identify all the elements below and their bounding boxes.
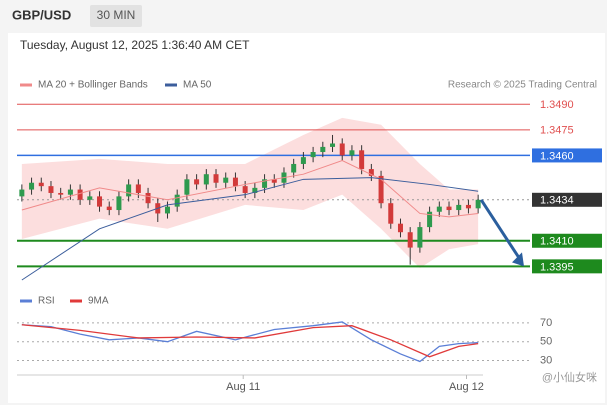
- candle-body: [232, 177, 238, 187]
- level-label: 1.3434: [540, 195, 574, 207]
- attribution: Research © 2025 Trading Central: [448, 80, 597, 91]
- forecast-arrowhead: [512, 252, 524, 267]
- level-label: 1.3410: [540, 236, 574, 248]
- candle-body: [427, 211, 433, 228]
- candle-body: [359, 150, 365, 170]
- legend-label: MA 50: [183, 80, 212, 91]
- candle-body: [465, 204, 471, 209]
- candle-body: [310, 152, 316, 158]
- candle-body: [378, 175, 384, 204]
- y-tick-label: 70: [540, 317, 552, 329]
- candle-body: [87, 196, 93, 200]
- moving-average: [21, 177, 479, 281]
- candle-body: [126, 184, 132, 197]
- candle-body: [456, 204, 462, 211]
- forecast-arrow: [479, 198, 522, 261]
- candle-body: [116, 196, 122, 211]
- watermark: @小仙女咪: [542, 370, 597, 384]
- level-box: [532, 192, 602, 207]
- level-box: [532, 259, 602, 274]
- candle-body: [407, 232, 413, 248]
- level-label: 1.3475: [540, 125, 574, 137]
- candle-body: [97, 196, 103, 207]
- candle-body: [349, 150, 355, 156]
- candle-body: [135, 184, 141, 193]
- x-tick-label: Aug 11: [226, 381, 260, 393]
- interval: 30 MIN: [97, 8, 136, 22]
- candle-body: [184, 179, 190, 195]
- candle-body: [145, 192, 151, 204]
- candle-body: [29, 182, 35, 190]
- candle-body: [300, 157, 306, 164]
- candle-body: [262, 179, 268, 188]
- candle-body: [291, 163, 297, 173]
- legend-label: 9MA: [88, 296, 109, 307]
- level-label: 1.3395: [540, 261, 574, 273]
- candle-body: [203, 174, 209, 185]
- candle-body: [38, 182, 44, 187]
- candle-body: [368, 169, 374, 176]
- line-series: [21, 321, 479, 363]
- y-tick-label: 50: [540, 336, 552, 348]
- level-label: 1.3460: [540, 150, 574, 162]
- candle-body: [48, 186, 54, 193]
- candle-body: [106, 206, 112, 211]
- candle-body: [194, 179, 200, 185]
- legend-label: RSI: [38, 296, 55, 307]
- candle-body: [223, 177, 229, 183]
- candle-body: [388, 203, 394, 224]
- candle-body: [446, 206, 452, 211]
- candle-body: [67, 189, 73, 195]
- candle-body: [77, 189, 83, 200]
- level-box: [532, 233, 602, 248]
- legend-label: MA 20 + Bollinger Bands: [38, 80, 148, 91]
- candle-body: [19, 189, 25, 197]
- candle-body: [417, 227, 423, 248]
- candle-body: [213, 174, 219, 183]
- line-series: [21, 324, 479, 358]
- level-box: [532, 148, 602, 163]
- candle-body: [320, 146, 326, 153]
- candle-body: [164, 206, 170, 214]
- candle-body: [174, 194, 180, 207]
- level-label: 1.3490: [540, 99, 574, 111]
- candle-body: [242, 186, 248, 193]
- candle-body: [58, 192, 64, 195]
- candle-body: [475, 199, 481, 209]
- candle-body: [397, 223, 403, 233]
- candle-body: [339, 143, 345, 156]
- candle-body: [271, 179, 277, 183]
- candle-body: [436, 206, 442, 212]
- candle-body: [252, 187, 258, 193]
- x-tick-label: Aug 12: [449, 381, 484, 393]
- symbol: GBP/USD: [12, 7, 71, 22]
- timestamp: Tuesday, August 12, 2025 1:36:40 AM CET: [20, 38, 250, 52]
- moving-average: [21, 160, 479, 218]
- candle-body: [330, 143, 336, 147]
- y-tick-label: 30: [540, 354, 552, 366]
- interval-badge: [90, 5, 142, 27]
